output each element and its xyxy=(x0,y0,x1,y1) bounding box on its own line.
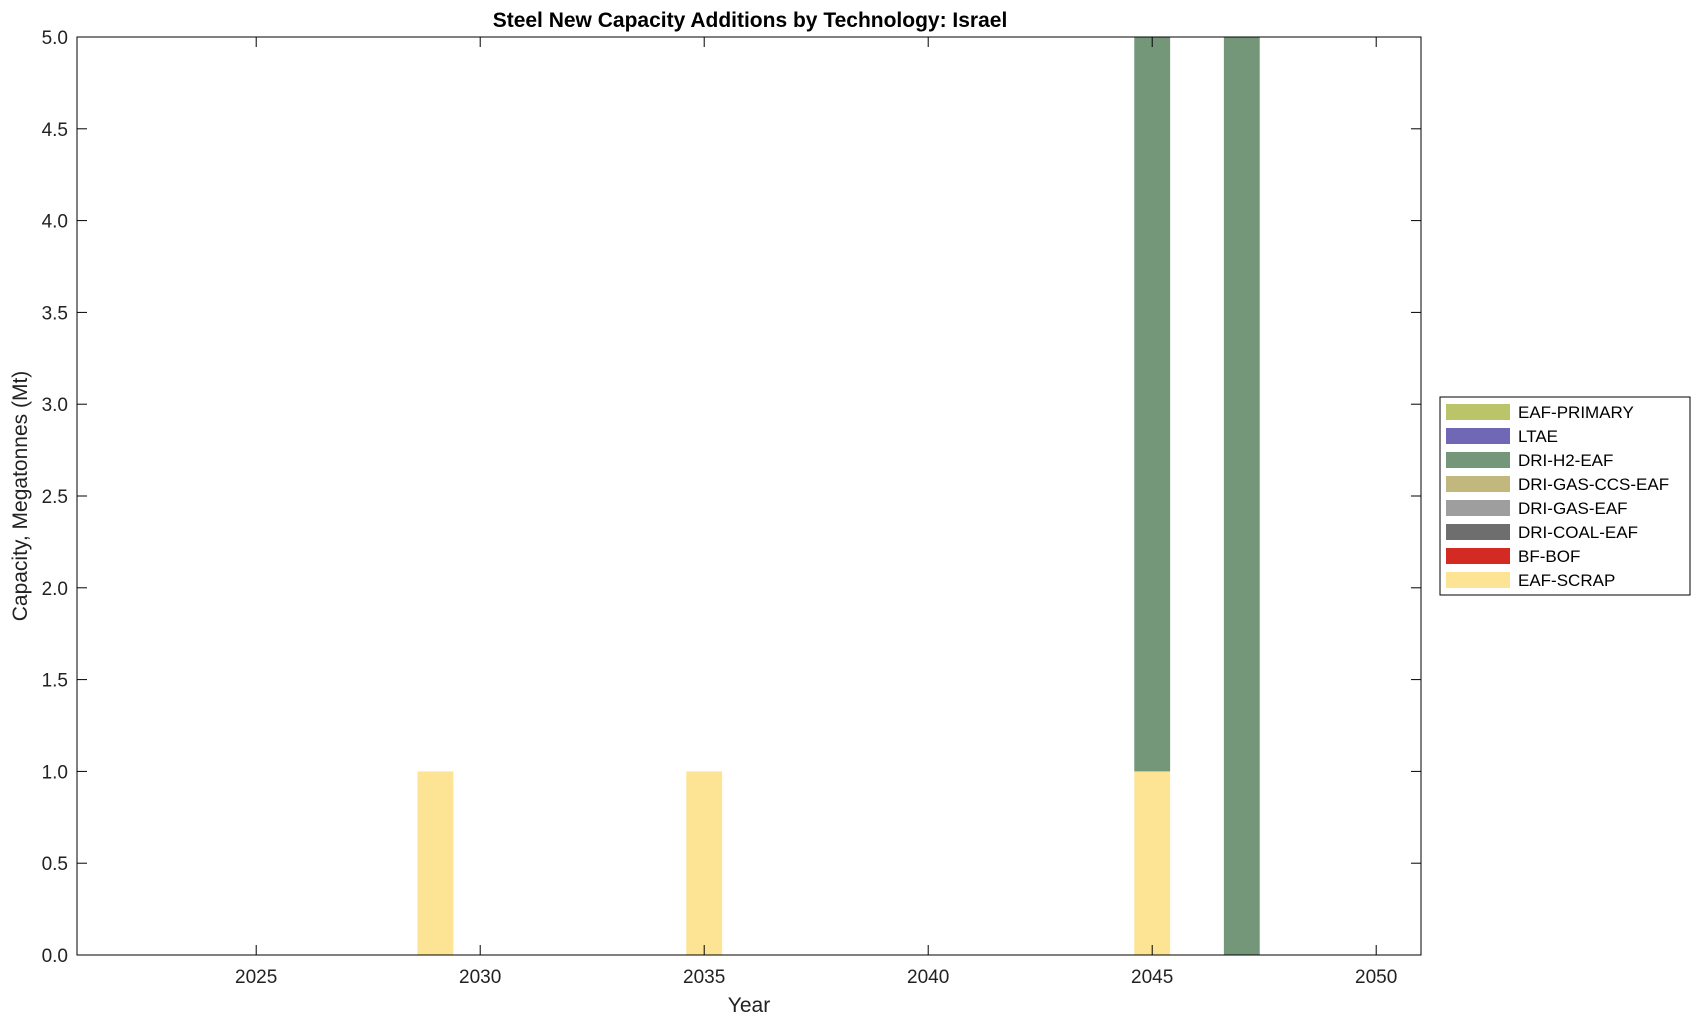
legend-swatch xyxy=(1446,404,1510,420)
legend-label: DRI-COAL-EAF xyxy=(1518,523,1638,542)
legend-swatch xyxy=(1446,428,1510,444)
y-tick-label: 0.5 xyxy=(42,854,68,875)
bars-layer xyxy=(417,37,1260,955)
y-axis-title: Capacity, Megatonnes (Mt) xyxy=(9,371,32,622)
y-tick-label: 2.0 xyxy=(42,579,68,600)
y-tick-label: 4.5 xyxy=(42,120,68,141)
legend-label: DRI-H2-EAF xyxy=(1518,451,1613,470)
y-tick-label: 3.5 xyxy=(42,303,68,324)
bar-dri-h2-eaf-2045 xyxy=(1134,37,1171,772)
y-tick-label: 2.5 xyxy=(42,487,68,508)
y-tick-label: 3.0 xyxy=(42,395,68,416)
legend-swatch xyxy=(1446,572,1510,588)
x-tick-label: 2030 xyxy=(459,967,501,988)
x-tick-label: 2050 xyxy=(1355,967,1397,988)
x-tick-label: 2040 xyxy=(907,967,949,988)
chart-title: Steel New Capacity Additions by Technolo… xyxy=(493,9,1008,32)
y-tick-label: 5.0 xyxy=(42,28,68,49)
y-tick-label: 1.0 xyxy=(42,762,68,783)
x-tick-label: 2045 xyxy=(1131,967,1173,988)
y-tick-label: 4.0 xyxy=(42,212,68,233)
plot-frame xyxy=(76,36,1422,956)
legend-label: DRI-GAS-EAF xyxy=(1518,499,1628,518)
y-tick-label: 0.0 xyxy=(42,946,68,967)
legend-swatch xyxy=(1446,500,1510,516)
bar-dri-h2-eaf-2047 xyxy=(1223,37,1260,955)
legend: EAF-PRIMARY LTAE DRI-H2-EAF DRI-GAS-CCS-EAF… xyxy=(1439,396,1691,596)
legend-swatch xyxy=(1446,548,1510,564)
bar-eaf-scrap-2045 xyxy=(1134,771,1171,955)
legend-label: EAF-PRIMARY xyxy=(1518,403,1634,422)
x-tick-label: 2035 xyxy=(683,967,725,988)
x-axis-title: Year xyxy=(728,994,770,1017)
bar-eaf-scrap-2029 xyxy=(417,771,454,955)
legend-swatch xyxy=(1446,452,1510,468)
axis-ticks: 2025 2030 2035 2040 2045 2050 0.0 0.5 1.0 1.5 2.0 2… xyxy=(42,28,1421,988)
bar-eaf-scrap-2035 xyxy=(686,771,723,955)
x-tick-label: 2025 xyxy=(235,967,277,988)
legend-label: BF-BOF xyxy=(1518,547,1580,566)
legend-label: LTAE xyxy=(1518,427,1558,446)
legend-swatch xyxy=(1446,524,1510,540)
legend-label: EAF-SCRAP xyxy=(1518,571,1615,590)
legend-label: DRI-GAS-CCS-EAF xyxy=(1518,475,1669,494)
y-tick-label: 1.5 xyxy=(42,671,68,692)
legend-swatch xyxy=(1446,476,1510,492)
